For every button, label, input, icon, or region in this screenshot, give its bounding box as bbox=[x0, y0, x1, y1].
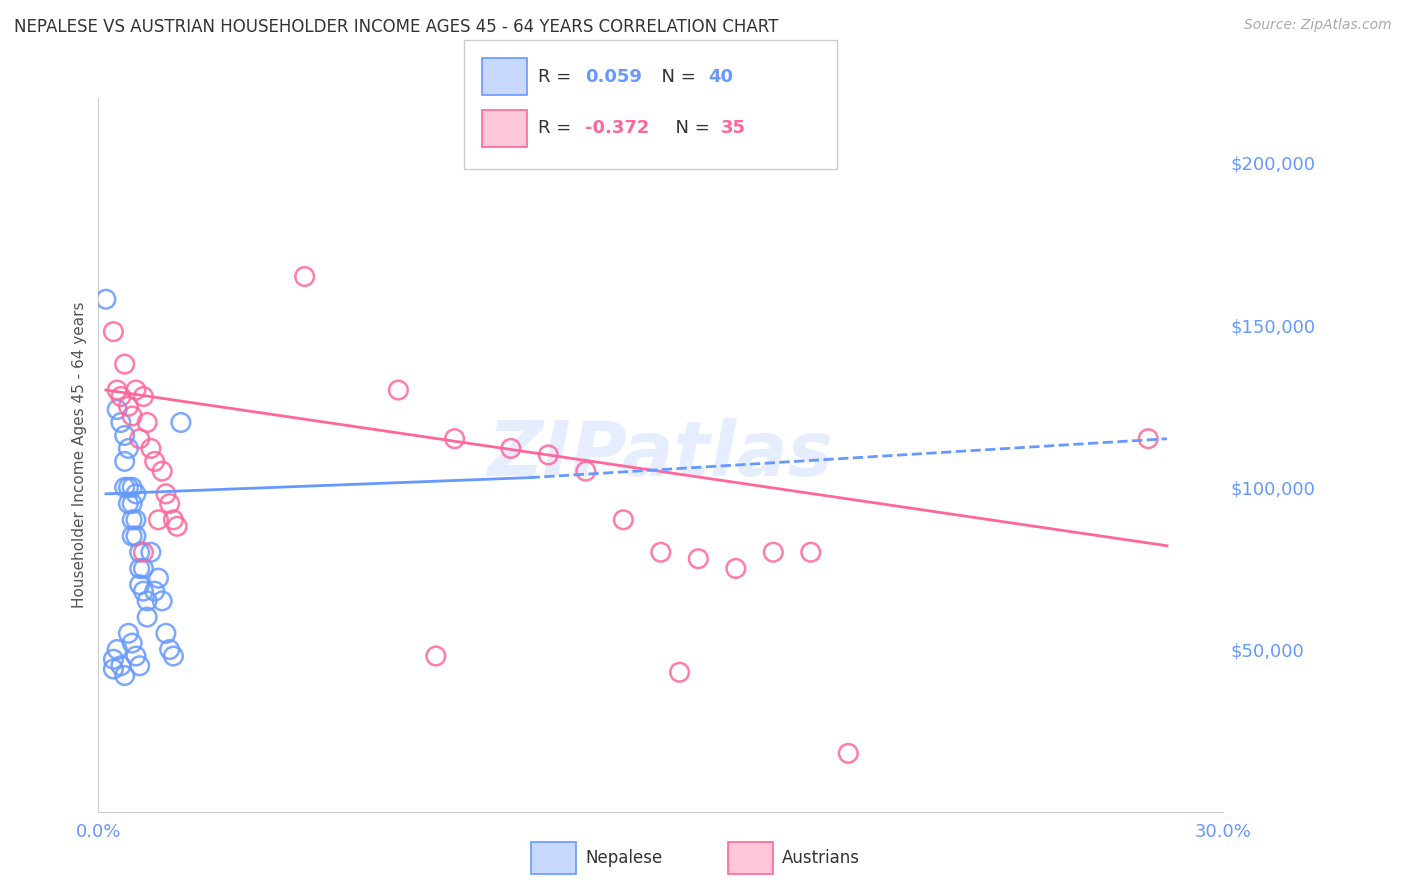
Point bbox=[117, 626, 139, 640]
Text: R =: R = bbox=[538, 68, 578, 86]
Point bbox=[105, 402, 128, 417]
Point bbox=[128, 432, 150, 446]
Point bbox=[132, 561, 155, 575]
Point bbox=[800, 545, 823, 559]
Point bbox=[128, 658, 150, 673]
Text: ZIPatlas: ZIPatlas bbox=[488, 418, 834, 491]
Point bbox=[425, 648, 447, 663]
Point bbox=[132, 545, 155, 559]
Point bbox=[724, 561, 747, 575]
Point bbox=[121, 636, 143, 650]
Point bbox=[132, 584, 155, 599]
Point bbox=[294, 269, 316, 284]
Point bbox=[121, 480, 143, 494]
Point bbox=[143, 584, 166, 599]
Point bbox=[1137, 432, 1160, 446]
Text: R =: R = bbox=[538, 120, 578, 137]
Point bbox=[499, 442, 522, 456]
Point bbox=[125, 529, 148, 543]
Point bbox=[121, 409, 143, 423]
Point bbox=[103, 662, 125, 676]
Point bbox=[117, 399, 139, 413]
Point bbox=[136, 610, 159, 624]
Point bbox=[166, 519, 188, 533]
Point bbox=[162, 513, 184, 527]
Point bbox=[668, 665, 690, 680]
Point bbox=[117, 497, 139, 511]
Point bbox=[110, 390, 132, 404]
Point bbox=[159, 642, 181, 657]
Text: Austrians: Austrians bbox=[782, 849, 859, 867]
Point bbox=[148, 513, 170, 527]
Point bbox=[117, 480, 139, 494]
Text: N =: N = bbox=[664, 120, 716, 137]
Point bbox=[110, 658, 132, 673]
Point bbox=[128, 561, 150, 575]
Point bbox=[132, 390, 155, 404]
Point bbox=[128, 545, 150, 559]
Text: 35: 35 bbox=[721, 120, 747, 137]
Point bbox=[575, 464, 598, 478]
Point bbox=[103, 652, 125, 666]
Point bbox=[139, 442, 162, 456]
Point bbox=[159, 497, 181, 511]
Point bbox=[114, 357, 136, 371]
Point bbox=[125, 513, 148, 527]
Point bbox=[105, 383, 128, 397]
Text: NEPALESE VS AUSTRIAN HOUSEHOLDER INCOME AGES 45 - 64 YEARS CORRELATION CHART: NEPALESE VS AUSTRIAN HOUSEHOLDER INCOME … bbox=[14, 18, 779, 36]
Point bbox=[155, 487, 177, 501]
Point bbox=[117, 442, 139, 456]
Point bbox=[139, 545, 162, 559]
Point bbox=[762, 545, 785, 559]
Point bbox=[125, 648, 148, 663]
Point bbox=[103, 325, 125, 339]
Point bbox=[612, 513, 634, 527]
Point bbox=[443, 432, 465, 446]
Point bbox=[150, 594, 173, 608]
Text: 0.059: 0.059 bbox=[585, 68, 641, 86]
Point bbox=[121, 497, 143, 511]
Point bbox=[136, 416, 159, 430]
Point bbox=[105, 642, 128, 657]
Point bbox=[114, 428, 136, 442]
Point bbox=[148, 571, 170, 585]
Point bbox=[688, 551, 710, 566]
Point bbox=[125, 383, 148, 397]
Point bbox=[170, 416, 193, 430]
Point bbox=[114, 480, 136, 494]
Point bbox=[155, 626, 177, 640]
Point bbox=[136, 594, 159, 608]
Text: -0.372: -0.372 bbox=[585, 120, 650, 137]
Point bbox=[128, 577, 150, 591]
Point bbox=[114, 454, 136, 468]
Point bbox=[121, 513, 143, 527]
Point bbox=[150, 464, 173, 478]
Point bbox=[650, 545, 672, 559]
Text: 40: 40 bbox=[709, 68, 734, 86]
Point bbox=[114, 668, 136, 682]
Point bbox=[94, 292, 117, 306]
Point bbox=[387, 383, 409, 397]
Text: N =: N = bbox=[650, 68, 702, 86]
Point bbox=[125, 487, 148, 501]
Point bbox=[143, 454, 166, 468]
Point bbox=[162, 648, 184, 663]
Point bbox=[537, 448, 560, 462]
Point bbox=[121, 529, 143, 543]
Y-axis label: Householder Income Ages 45 - 64 years: Householder Income Ages 45 - 64 years bbox=[72, 301, 87, 608]
Point bbox=[110, 416, 132, 430]
Text: Nepalese: Nepalese bbox=[585, 849, 662, 867]
Text: Source: ZipAtlas.com: Source: ZipAtlas.com bbox=[1244, 18, 1392, 32]
Point bbox=[837, 747, 859, 761]
